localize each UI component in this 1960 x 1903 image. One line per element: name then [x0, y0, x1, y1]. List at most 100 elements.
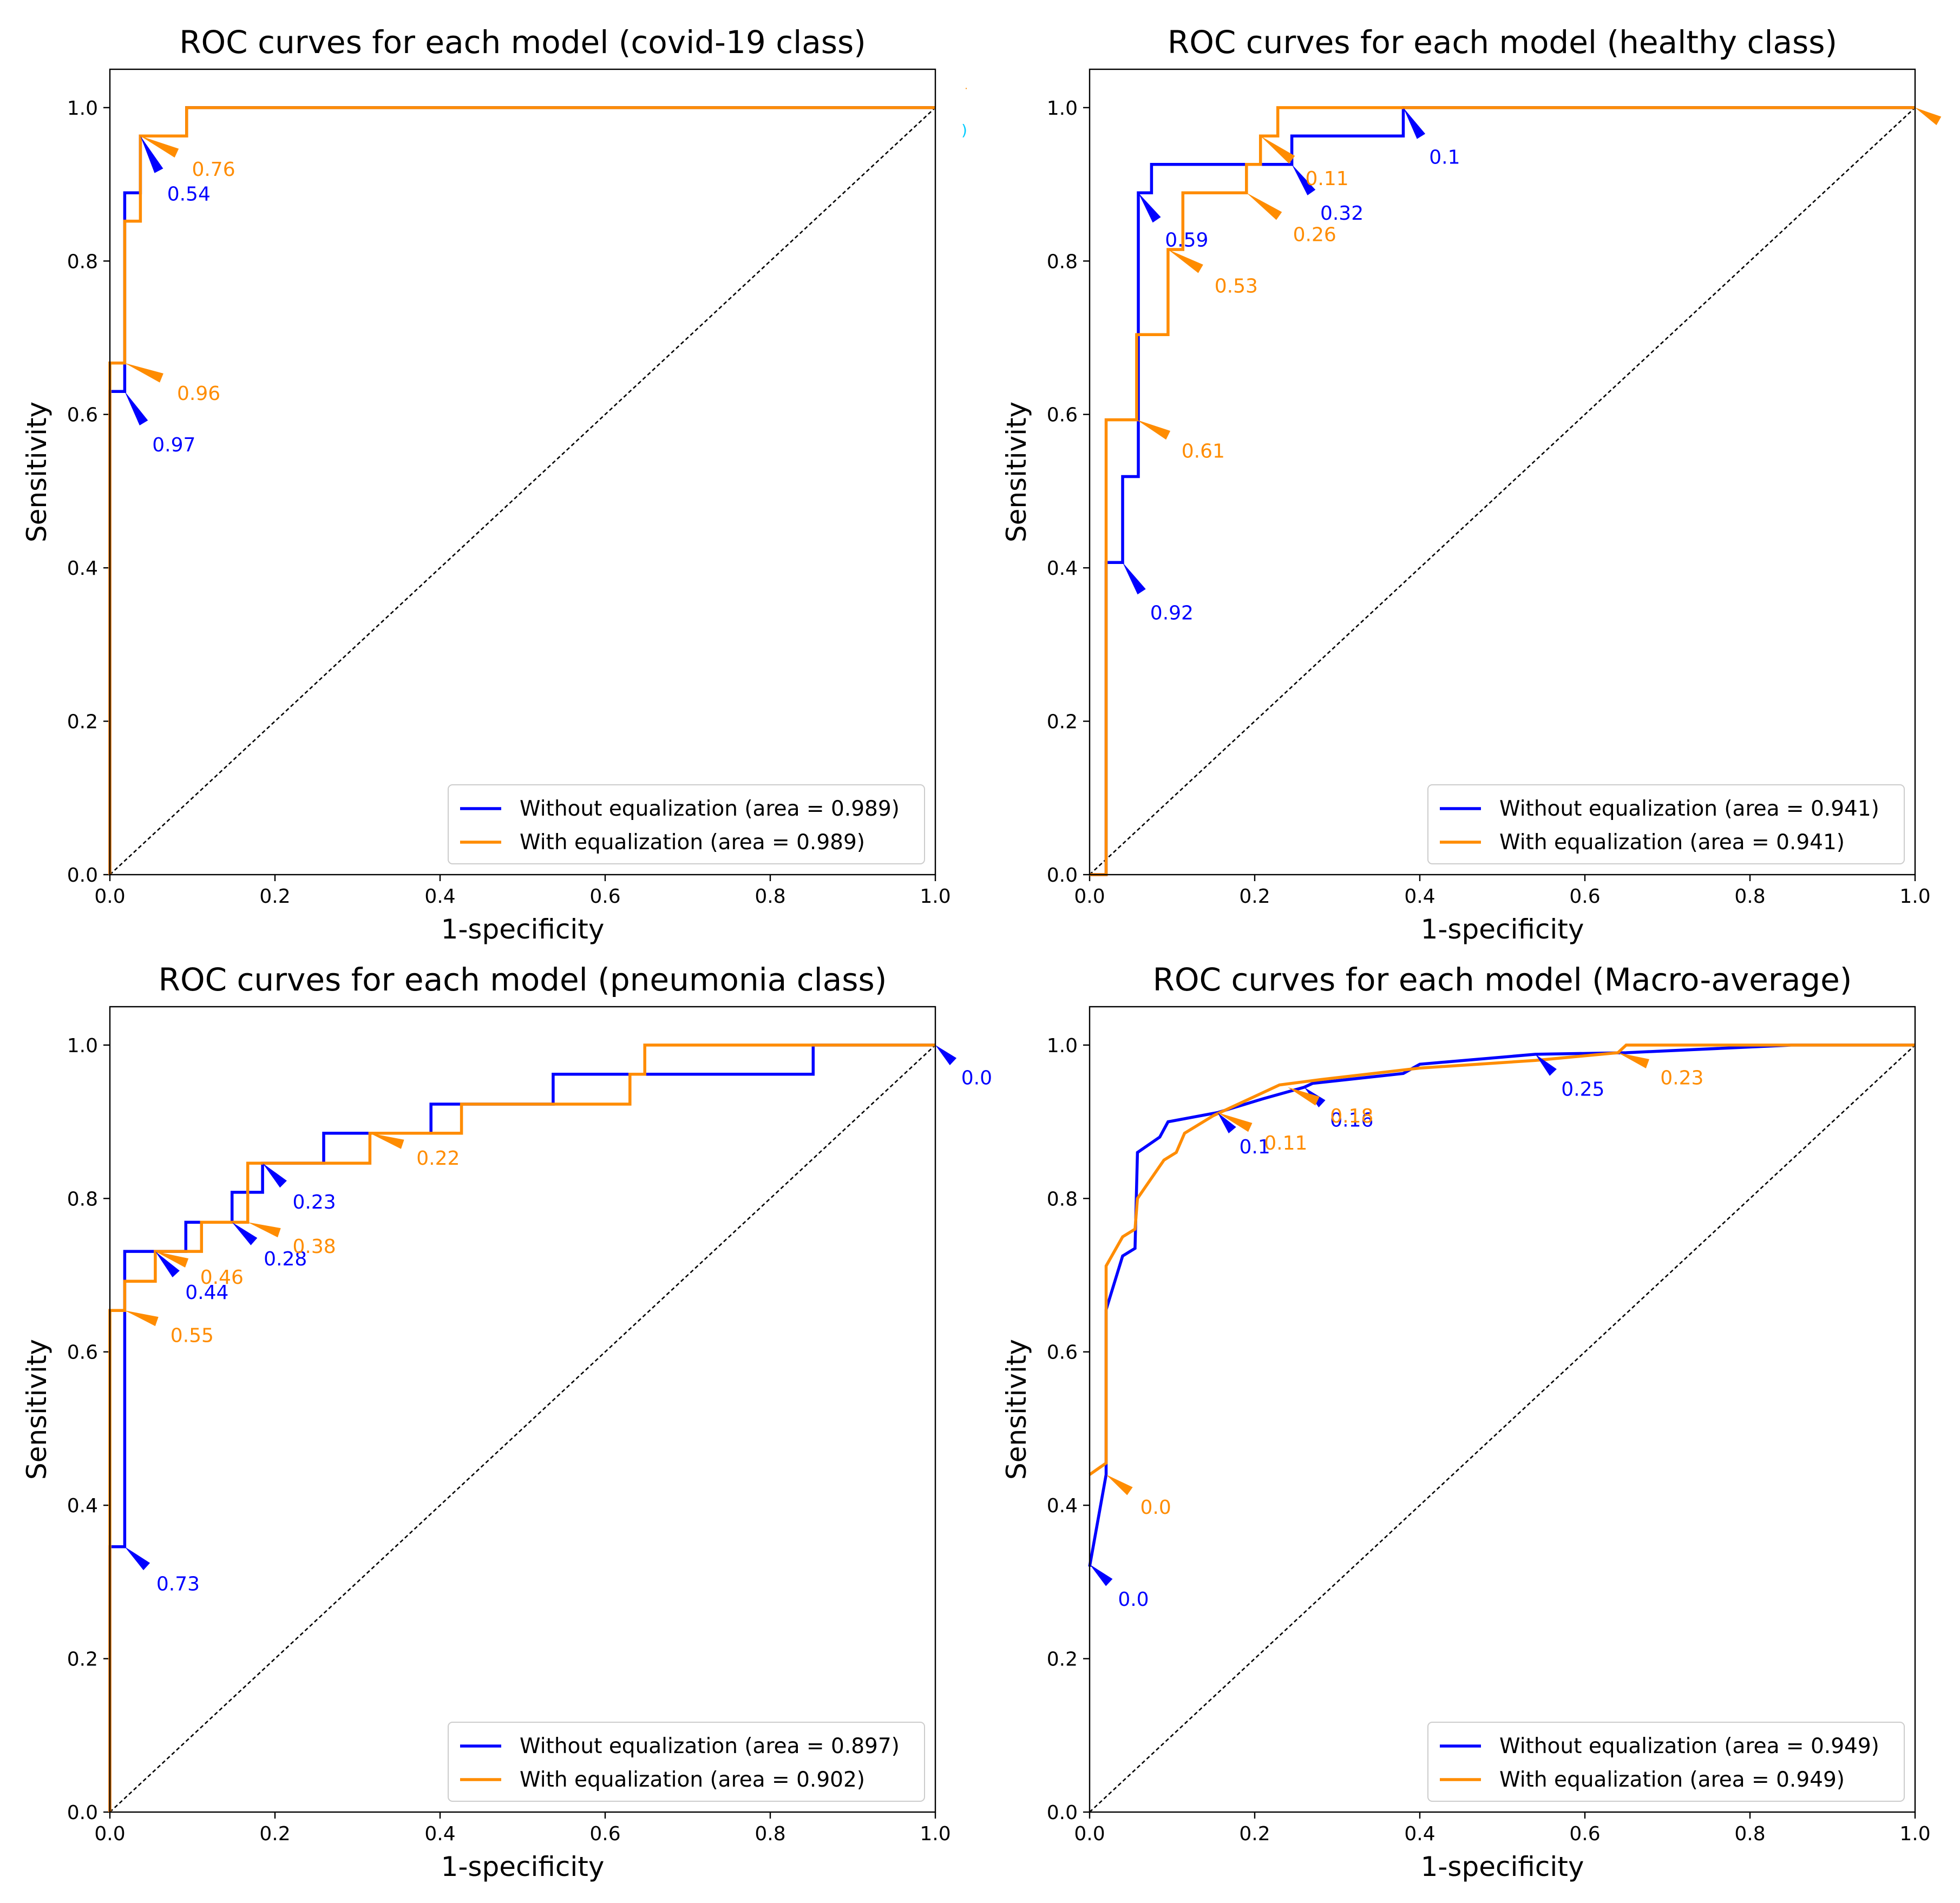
legend: Without equalization (area = 0.897) With … [448, 1722, 925, 1802]
plot-frame [1089, 68, 1916, 876]
stray-mark-orange: ˙ [963, 86, 969, 99]
threshold-arrow [1123, 562, 1146, 595]
x-tick-label: 0.0 [94, 885, 125, 908]
threshold-arrow [1246, 193, 1282, 220]
chance-diagonal-line [1089, 1044, 1916, 1813]
threshold-label: 0.28 [264, 1248, 307, 1270]
y-tick-label: 1.0 [1047, 1035, 1078, 1057]
legend-box [1427, 1722, 1905, 1802]
threshold-arrow [1106, 1474, 1133, 1495]
x-tick-label: 0.8 [755, 885, 785, 908]
threshold-label: 0.59 [1165, 229, 1208, 252]
legend-entry: Without equalization (area = 0.989) [520, 797, 900, 821]
threshold-arrow [1288, 1087, 1320, 1106]
threshold-arrow [1535, 1054, 1557, 1076]
threshold-arrow [124, 1546, 150, 1571]
threshold-label: 0.1 [1429, 147, 1460, 169]
roc-curve-without-equalization [1090, 106, 1915, 876]
y-tick-label: 0.0 [1047, 1802, 1078, 1824]
threshold-label: 0.23 [1660, 1067, 1703, 1089]
x-tick-label: 0.2 [1239, 1823, 1270, 1845]
threshold-arrow [155, 1251, 189, 1268]
y-tick-label: 1.0 [67, 97, 98, 120]
threshold-arrow [155, 1251, 180, 1277]
y-tick-label: 0.0 [67, 1802, 98, 1824]
legend: Without equalization (area = 0.941) With … [1427, 784, 1905, 864]
legend-entry: Without equalization (area = 0.941) [1499, 797, 1879, 821]
y-axis-label: Sensitivity [1001, 1339, 1032, 1480]
chance-diagonal-line [1089, 107, 1916, 875]
y-tick-label: 0.8 [1047, 1188, 1078, 1210]
roc-curve-without-equalization [1088, 1044, 1915, 1567]
threshold-label: 0.46 [200, 1267, 244, 1289]
chance-diagonal-line [109, 107, 936, 875]
y-tick-label: 0.4 [1047, 557, 1078, 580]
y-tick-label: 1.0 [67, 1035, 98, 1057]
threshold-arrow [1292, 164, 1316, 195]
stray-mark-cyan: ) [961, 121, 967, 139]
plot-frame [109, 1006, 936, 1813]
legend-box [448, 784, 925, 864]
x-tick-label: 0.6 [589, 1823, 620, 1845]
threshold-label: 0.76 [192, 159, 235, 181]
threshold-label: 0.44 [185, 1282, 228, 1304]
threshold-arrow [1618, 1053, 1649, 1068]
chart-panel-1: ROC curves for each model (covid-19 clas… [21, 24, 951, 945]
threshold-arrow [1168, 250, 1203, 273]
y-tick-label: 0.8 [67, 251, 98, 273]
x-tick-label: 0.4 [1404, 1823, 1435, 1845]
chart-title: ROC curves for each model (pneumonia cla… [159, 961, 887, 998]
chart-panel-4: ROC curves for each model (Macro-average… [1001, 961, 1931, 1882]
x-tick-label: 0.4 [1404, 885, 1435, 908]
x-axis-label: 1-specificity [441, 1851, 605, 1882]
legend-entry: With equalization (area = 0.949) [1499, 1768, 1845, 1792]
y-axis-label: Sensitivity [21, 1339, 53, 1480]
x-tick-label: 0.4 [424, 1823, 455, 1845]
threshold-arrow [1217, 1112, 1253, 1132]
threshold-label: 0.11 [1306, 168, 1349, 190]
x-tick-label: 0.0 [1074, 885, 1105, 908]
plot-frame [109, 68, 936, 876]
legend-entry: With equalization (area = 0.989) [520, 830, 865, 855]
y-tick-label: 0.8 [1047, 251, 1078, 273]
y-tick-label: 1.0 [1047, 97, 1078, 120]
y-tick-label: 0.8 [67, 1188, 98, 1210]
y-tick-label: 0.2 [67, 711, 98, 733]
x-tick-label: 0.2 [1239, 885, 1270, 908]
threshold-label: 0.38 [293, 1236, 336, 1258]
threshold-arrow [1217, 1112, 1236, 1133]
threshold-label: 0.18 [1330, 1105, 1373, 1127]
roc-curve-with-equalization [108, 106, 935, 875]
roc-curve-with-equalization [108, 1044, 935, 1812]
threshold-arrow [1090, 1564, 1113, 1586]
x-tick-label: 0.6 [1569, 1823, 1600, 1845]
threshold-arrow [124, 1310, 159, 1327]
y-tick-label: 0.0 [1047, 864, 1078, 887]
y-tick-label: 0.4 [67, 557, 98, 580]
y-tick-label: 0.2 [1047, 711, 1078, 733]
x-tick-label: 0.2 [259, 1823, 290, 1845]
x-tick-label: 0.8 [1734, 885, 1765, 908]
legend-box [1427, 784, 1905, 864]
chart-panel-2: ROC curves for each model (healthy class… [1001, 24, 1942, 945]
x-tick-label: 0.8 [755, 1823, 785, 1845]
threshold-label: 0.55 [171, 1325, 214, 1347]
legend: Without equalization (area = 0.989) With … [448, 784, 925, 864]
chart-title: ROC curves for each model (covid-19 clas… [179, 24, 866, 61]
threshold-label: 0.0 [1118, 1589, 1149, 1611]
y-tick-label: 0.6 [1047, 404, 1078, 426]
chart-panel-3: ROC curves for each model (pneumonia cla… [21, 961, 992, 1882]
threshold-arrow [935, 1045, 957, 1066]
legend-box [448, 1722, 925, 1802]
x-axis-label: 1-specificity [1421, 914, 1584, 945]
x-axis-label: 1-specificity [441, 914, 605, 945]
y-axis-label: Sensitivity [1001, 402, 1032, 542]
x-axis-label: 1-specificity [1421, 1851, 1584, 1882]
threshold-label: 0.53 [1215, 275, 1258, 298]
x-tick-label: 0.8 [1734, 1823, 1765, 1845]
y-tick-label: 0.6 [67, 1342, 98, 1364]
legend-entry: Without equalization (area = 0.897) [520, 1734, 900, 1758]
x-tick-label: 1.0 [920, 885, 950, 908]
chart-title: ROC curves for each model (Macro-average… [1153, 961, 1852, 998]
y-tick-label: 0.6 [67, 404, 98, 426]
